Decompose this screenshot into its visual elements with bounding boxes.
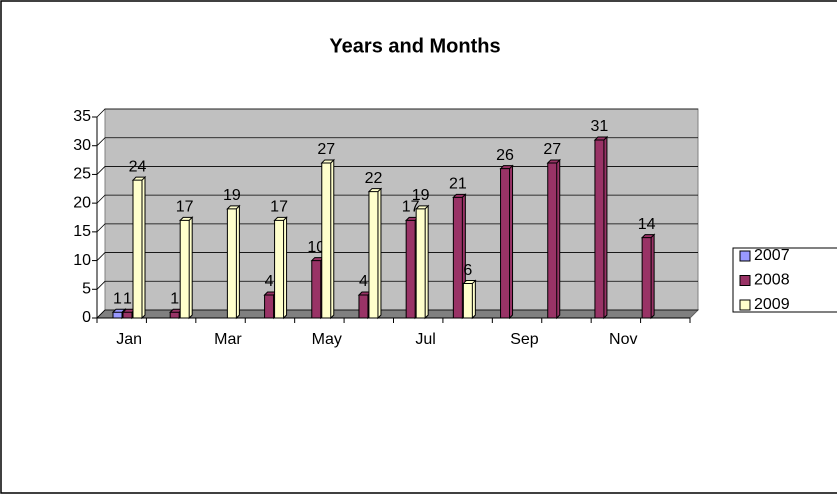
bar — [263, 290, 278, 320]
data-label: 10 — [307, 239, 325, 256]
data-label: 1 — [123, 290, 132, 307]
data-label: 31 — [591, 118, 609, 135]
legend-label: 2009 — [754, 296, 790, 313]
bar — [320, 158, 335, 320]
data-label: 19 — [223, 187, 241, 204]
bar — [273, 216, 288, 320]
x-tick-label: Nov — [609, 331, 637, 348]
bar — [178, 216, 194, 320]
y-tick-label: 20 — [73, 194, 91, 211]
y-tick-label: 35 — [73, 108, 91, 125]
bar — [499, 164, 514, 320]
legend-swatch — [739, 299, 751, 311]
x-tick-label: Jan — [116, 331, 142, 348]
y-tick-label: 30 — [73, 137, 91, 154]
grid-line — [96, 137, 698, 146]
legend-label: 2007 — [754, 247, 790, 264]
bar — [462, 279, 477, 320]
data-label: 21 — [449, 176, 467, 193]
data-label: 22 — [365, 170, 383, 187]
grid-line — [96, 166, 698, 175]
data-label: 26 — [496, 147, 514, 164]
bar — [546, 158, 561, 320]
x-tick-label: May — [312, 331, 342, 348]
bar — [367, 187, 383, 320]
data-label: 6 — [463, 262, 472, 279]
y-tick-label: 0 — [82, 309, 91, 326]
data-label: 17 — [176, 199, 194, 216]
legend-swatch — [739, 250, 751, 262]
bar — [414, 204, 430, 320]
x-tick-label: Mar — [214, 331, 242, 348]
data-label: 17 — [270, 199, 288, 216]
y-tick-label: 10 — [73, 252, 91, 269]
data-label: 1 — [170, 290, 179, 307]
data-label: 24 — [129, 158, 147, 175]
legend-swatch — [739, 275, 751, 286]
x-tick-label: Sep — [510, 331, 539, 348]
bar — [452, 193, 467, 320]
y-tick-label: 5 — [82, 281, 91, 298]
y-tick-label: 25 — [73, 166, 91, 183]
data-label: 4 — [359, 273, 368, 290]
data-label: 1 — [113, 290, 122, 307]
data-label: 27 — [543, 141, 561, 158]
data-label: 14 — [638, 216, 656, 233]
x-tick-label: Jul — [415, 331, 435, 348]
bar — [111, 308, 127, 320]
data-label: 17 — [402, 199, 420, 216]
data-label: 4 — [265, 273, 274, 290]
bar — [131, 175, 147, 320]
chart-title: Years and Months — [329, 35, 500, 57]
data-label: 27 — [317, 141, 335, 158]
bar — [593, 135, 609, 320]
bar — [226, 204, 241, 320]
y-tick-label: 15 — [73, 223, 91, 240]
legend-label: 2008 — [754, 272, 790, 289]
data-label: 19 — [412, 187, 430, 204]
bar — [640, 233, 656, 320]
grid-line — [96, 108, 698, 118]
